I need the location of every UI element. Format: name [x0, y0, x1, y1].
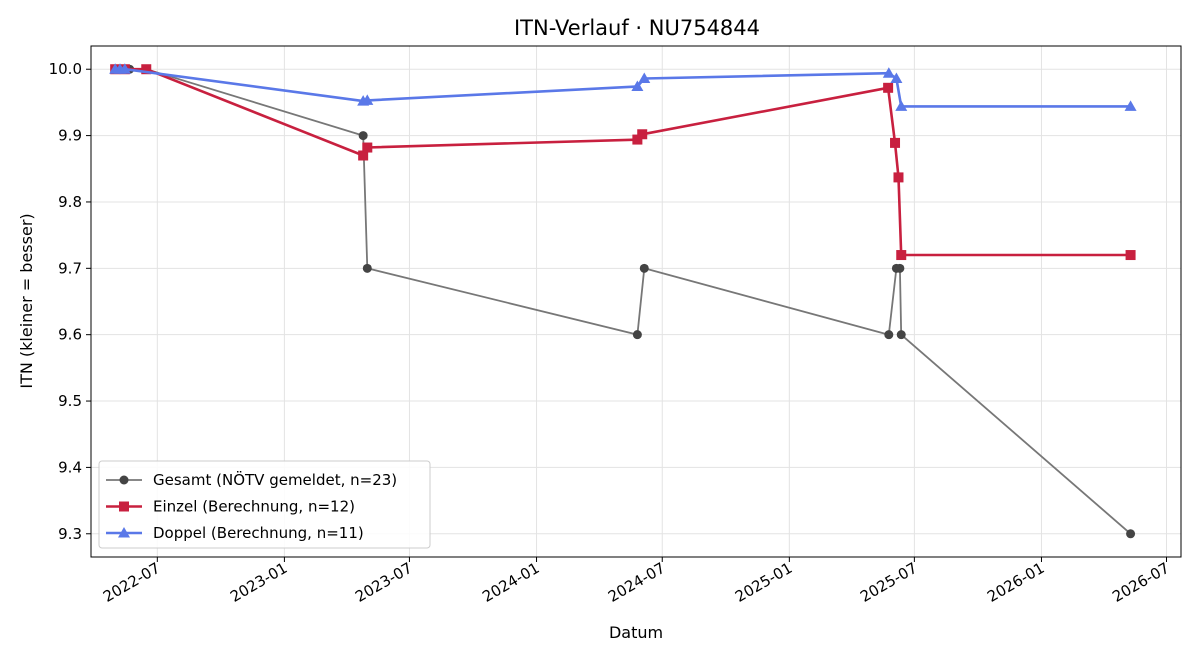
legend-marker: [119, 501, 129, 512]
y-axis-label: ITN (kleiner = besser): [17, 213, 36, 388]
x-axis-label: Datum: [609, 623, 663, 642]
data-point: [890, 137, 901, 148]
data-point: [1124, 100, 1137, 111]
data-point: [631, 80, 644, 91]
data-point: [358, 131, 368, 141]
data-point: [362, 263, 372, 273]
chart-title: ITN-Verlauf · NU754844: [514, 16, 760, 40]
grid: [91, 46, 1181, 557]
y-tick-label: 9.4: [58, 458, 82, 476]
data-point: [632, 330, 642, 340]
y-tick-label: 9.7: [58, 259, 82, 277]
data-point: [141, 64, 152, 75]
data-point: [637, 129, 648, 140]
legend-label: Gesamt (NÖTV gemeldet, n=23): [153, 470, 397, 489]
plot-frame: [90, 45, 1182, 558]
data-point: [896, 330, 906, 340]
data-point: [1125, 250, 1136, 261]
data-point: [361, 94, 374, 105]
y-tick-label: 9.9: [58, 127, 82, 145]
series-layer: [109, 63, 1137, 539]
data-point: [632, 134, 643, 145]
y-tick-label: 9.6: [58, 326, 82, 344]
data-point: [895, 263, 905, 273]
legend-marker: [119, 475, 129, 485]
y-tick-label: 9.5: [58, 392, 82, 410]
data-point: [884, 330, 894, 340]
data-point: [895, 100, 908, 111]
data-point: [638, 72, 651, 84]
series-2: [109, 63, 1137, 111]
data-point: [890, 72, 903, 84]
legend-frame: [98, 460, 431, 549]
data-point: [118, 63, 131, 74]
data-point: [639, 263, 649, 273]
legend-label: Einzel (Berechnung, n=12): [153, 498, 355, 516]
data-point: [883, 82, 894, 93]
data-point: [896, 250, 907, 261]
y-tick-label: 10.0: [49, 60, 82, 78]
data-point: [882, 67, 895, 78]
data-point: [362, 142, 373, 153]
y-tick-label: 9.3: [58, 525, 82, 543]
legend-label: Doppel (Berechnung, n=11): [153, 524, 364, 542]
legend-marker: [118, 527, 130, 538]
data-point: [893, 172, 904, 183]
data-point: [1126, 529, 1136, 539]
legend: Gesamt (NÖTV gemeldet, n=23) Einzel (Bere…: [98, 460, 431, 549]
y-tick-label: 9.8: [58, 193, 82, 211]
data-point: [358, 150, 369, 161]
